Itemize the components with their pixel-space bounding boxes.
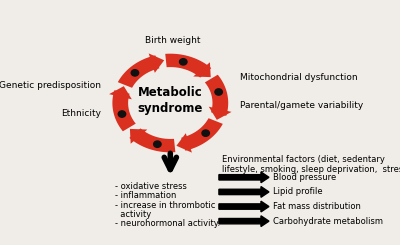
Circle shape: [118, 111, 126, 117]
Polygon shape: [205, 75, 228, 116]
Text: Blood pressure: Blood pressure: [273, 173, 336, 182]
Text: Mitochondrial dysfunction: Mitochondrial dysfunction: [240, 73, 357, 82]
Polygon shape: [112, 90, 136, 131]
Circle shape: [154, 141, 161, 147]
Polygon shape: [109, 86, 132, 99]
Polygon shape: [130, 129, 147, 144]
Polygon shape: [193, 62, 211, 77]
Circle shape: [131, 70, 139, 76]
Polygon shape: [129, 128, 175, 152]
FancyArrow shape: [219, 216, 269, 227]
Text: Lipid profile: Lipid profile: [273, 187, 323, 196]
Text: Carbohydrate metabolism: Carbohydrate metabolism: [273, 217, 383, 226]
Text: - neurohormonal activity.: - neurohormonal activity.: [114, 219, 220, 228]
Text: activity: activity: [114, 210, 151, 219]
FancyArrow shape: [219, 201, 269, 212]
Circle shape: [215, 89, 222, 95]
Text: Fat mass distribution: Fat mass distribution: [273, 202, 361, 211]
Polygon shape: [176, 133, 192, 153]
Text: Metabolic
syndrome: Metabolic syndrome: [138, 86, 203, 115]
Text: Environmental factors (diet, sedentary
lifestyle, smoking, sleep deprivation,  s: Environmental factors (diet, sedentary l…: [222, 155, 400, 174]
Circle shape: [180, 59, 187, 65]
Text: Ethnicity: Ethnicity: [61, 109, 101, 118]
Polygon shape: [118, 55, 159, 88]
Circle shape: [130, 68, 211, 138]
Polygon shape: [181, 118, 223, 151]
FancyArrow shape: [219, 187, 269, 197]
Text: - inflammation: - inflammation: [114, 191, 176, 200]
FancyArrow shape: [219, 172, 269, 183]
Text: Birth weight: Birth weight: [146, 36, 201, 45]
Text: - increase in thrombotic: - increase in thrombotic: [114, 201, 215, 210]
Polygon shape: [165, 54, 211, 78]
Polygon shape: [209, 107, 232, 120]
Polygon shape: [149, 53, 164, 73]
Circle shape: [202, 130, 210, 136]
Text: Genetic predisposition: Genetic predisposition: [0, 81, 101, 90]
Text: - oxidative stress: - oxidative stress: [114, 182, 186, 191]
Text: Parental/gamete variability: Parental/gamete variability: [240, 101, 363, 110]
